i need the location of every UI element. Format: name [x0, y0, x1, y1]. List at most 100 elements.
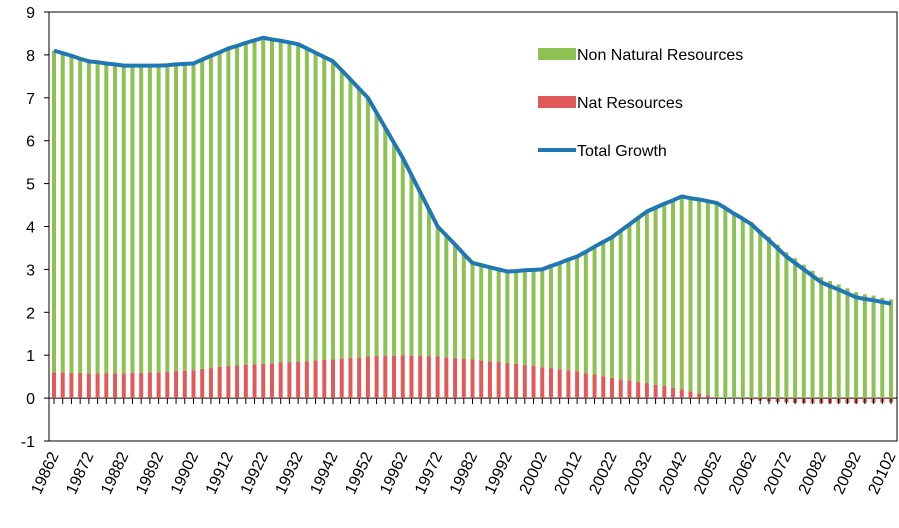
y-tick-label: 0: [26, 391, 35, 408]
bar: [287, 362, 292, 399]
bar: [862, 294, 867, 399]
bar: [819, 277, 824, 399]
bar: [453, 244, 458, 358]
bar: [296, 361, 301, 399]
x-tick-label: 19942: [307, 449, 341, 497]
bar: [86, 373, 91, 399]
x-tick-label: 19882: [98, 449, 132, 497]
bar: [671, 387, 676, 399]
bar: [610, 237, 614, 378]
bar: [435, 226, 440, 357]
x-tick-label: 20062: [726, 449, 760, 497]
x-tick-label: 20012: [552, 449, 586, 497]
bar: [409, 175, 414, 356]
legend-swatch: [538, 48, 576, 60]
bar: [278, 362, 283, 399]
bar: [479, 360, 484, 399]
y-tick-label: 3: [26, 262, 35, 279]
bar: [723, 208, 728, 399]
bar: [610, 377, 614, 399]
legend-label: Non Natural Resources: [577, 47, 743, 64]
bar: [505, 362, 510, 399]
y-tick-label: -1: [21, 434, 35, 451]
bar: [339, 358, 344, 399]
bar: [444, 357, 449, 399]
bar: [453, 357, 458, 399]
bar: [766, 236, 771, 399]
bar: [601, 376, 606, 399]
bar: [200, 368, 205, 399]
bar: [357, 357, 362, 399]
bar: [557, 369, 562, 399]
bar: [400, 355, 405, 399]
bar: [357, 88, 362, 358]
bar: [243, 364, 248, 399]
bar: [52, 50, 56, 373]
bar: [435, 356, 440, 399]
bar: [627, 380, 632, 399]
bar: [540, 367, 545, 399]
bar: [60, 53, 65, 373]
bar: [426, 356, 431, 399]
bar: [374, 356, 379, 399]
bar: [758, 229, 763, 399]
bar: [531, 269, 536, 366]
bar: [252, 364, 257, 399]
bar: [365, 356, 370, 399]
bar: [679, 389, 684, 399]
bar: [461, 358, 466, 399]
bar: [601, 241, 606, 377]
legend-swatch: [538, 96, 576, 108]
bar: [793, 258, 798, 399]
bar: [784, 252, 789, 399]
bar: [217, 52, 222, 367]
bar: [653, 384, 658, 399]
bar: [121, 373, 126, 399]
bar: [147, 65, 152, 373]
bar: [801, 264, 806, 399]
x-tick-label: 19932: [273, 449, 307, 497]
bar: [653, 207, 658, 385]
bar: [104, 373, 109, 399]
bar: [313, 52, 318, 361]
bar: [60, 372, 65, 399]
bar: [871, 295, 876, 399]
y-tick-label: 9: [26, 5, 35, 22]
x-tick-label: 20082: [796, 449, 830, 497]
bar: [365, 97, 370, 357]
bar: [662, 386, 667, 399]
bar: [461, 253, 466, 359]
bar: [548, 265, 553, 369]
x-tick-label: 19962: [377, 449, 411, 497]
bar: [121, 65, 126, 374]
bar: [583, 251, 588, 374]
bar: [697, 393, 702, 399]
bar: [854, 292, 859, 399]
bar: [165, 65, 170, 372]
bar: [505, 271, 510, 363]
bar: [522, 270, 527, 366]
bar: [889, 299, 893, 399]
bar: [845, 288, 850, 399]
bar: [479, 265, 484, 361]
bar: [339, 70, 344, 359]
bar: [235, 365, 240, 399]
bar: [147, 372, 152, 399]
bar: [592, 246, 597, 375]
bar: [174, 64, 179, 372]
bar: [714, 202, 719, 398]
y-tick-label: 7: [26, 91, 35, 108]
bar: [348, 357, 353, 399]
bar: [583, 373, 588, 399]
bar: [749, 222, 754, 399]
bar: [662, 203, 667, 387]
bar: [95, 62, 100, 374]
y-tick-label: 6: [26, 134, 35, 151]
bar: [697, 199, 702, 394]
bar: [69, 372, 74, 399]
bar: [322, 359, 327, 399]
bar: [287, 42, 292, 363]
bar: [130, 372, 135, 399]
bar: [827, 280, 832, 399]
